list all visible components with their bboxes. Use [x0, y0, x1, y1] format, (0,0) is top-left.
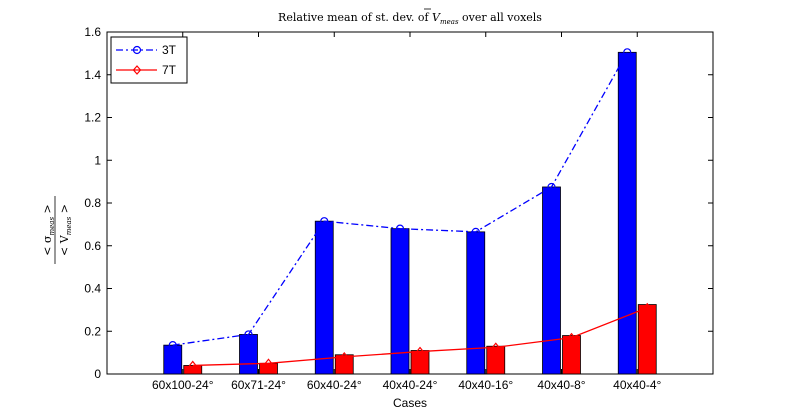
- series-7t-marker: [188, 360, 197, 371]
- bar-7t: [637, 304, 657, 375]
- series-3t-marker: [547, 182, 556, 192]
- y-tick-label: 0: [94, 367, 101, 381]
- series-7t-line: [192, 307, 648, 367]
- bar-3t: [617, 51, 637, 375]
- series-7t-marker: [643, 302, 652, 313]
- series-7t-marker: [491, 342, 500, 353]
- x-tick-label: 40x40-24°: [383, 378, 438, 392]
- series-3t-marker: [395, 224, 405, 233]
- bar-7t: [486, 345, 506, 375]
- bar-3t: [239, 334, 258, 375]
- x-tick-label: 40x40-4°: [613, 378, 661, 392]
- y-tick-label: 0.2: [84, 324, 101, 338]
- y-tick-label: 1.6: [84, 25, 101, 39]
- legend-3t-label: 3T: [162, 43, 177, 57]
- legend: 3T 7T: [110, 36, 188, 84]
- series-7t-marker: [416, 346, 424, 357]
- x-tick-label: 60x71-24°: [231, 378, 286, 392]
- y-axis-label: < σmeas > < Vmeas >: [41, 196, 73, 264]
- legend-box: [110, 36, 188, 84]
- y-tick-label: 0.6: [84, 239, 101, 253]
- title-suffix: over all voxels: [459, 11, 543, 24]
- series-3t-line: [172, 51, 628, 346]
- legend-3t-marker: [132, 45, 142, 55]
- legend-7t-marker: [132, 65, 142, 75]
- series-3t-marker: [623, 48, 632, 57]
- x-tick-label: 60x40-24°: [307, 378, 362, 392]
- y-tick-label: 1.2: [84, 111, 101, 125]
- bar-3t: [466, 231, 486, 375]
- title-sub: meas: [440, 18, 459, 26]
- series-7t-marker: [340, 351, 349, 362]
- bar-7t: [562, 335, 581, 375]
- bar-3t: [163, 344, 183, 375]
- y-tick-label: 0.4: [84, 282, 101, 296]
- x-tick-label: 40x40-8°: [537, 378, 585, 392]
- legend-7t-label: 7T: [162, 63, 177, 77]
- series-7t-marker: [264, 358, 273, 369]
- title-symbol: V: [432, 11, 441, 24]
- bar-3t: [314, 220, 334, 375]
- y-tick-label: 0.8: [84, 196, 101, 210]
- y-tick-label: 1: [94, 153, 101, 167]
- bar-7t: [259, 362, 278, 375]
- chart-title: Relative mean of st. dev. of Vmeas over …: [278, 11, 542, 26]
- series-3t-marker: [320, 217, 329, 226]
- x-axis-label: Cases: [393, 396, 427, 410]
- series-3t-marker: [168, 341, 177, 350]
- bars-layer: [163, 51, 657, 375]
- lines-layer: [168, 48, 652, 371]
- series-3t-marker: [471, 227, 480, 236]
- series-7t-marker: [567, 332, 576, 343]
- axes-layer: 0 0.2 0.4 0.6 0.8 1 1.2 1.4 1.6 60x100-24° 60x71-2…: [84, 25, 713, 392]
- bar-7t: [410, 350, 430, 375]
- title-prefix: Relative mean of st. dev. of: [278, 11, 432, 24]
- y-tick-label: 1.4: [84, 68, 101, 82]
- x-tick-label: 60x100-24°: [152, 378, 214, 392]
- bar-7t: [334, 354, 354, 375]
- y-label-denominator: < Vmeas >: [58, 204, 73, 256]
- y-label-numerator: < σmeas >: [41, 204, 56, 256]
- series-3t-marker: [244, 330, 253, 339]
- bar-3t: [542, 186, 561, 375]
- x-tick-label: 40x40-16°: [458, 378, 513, 392]
